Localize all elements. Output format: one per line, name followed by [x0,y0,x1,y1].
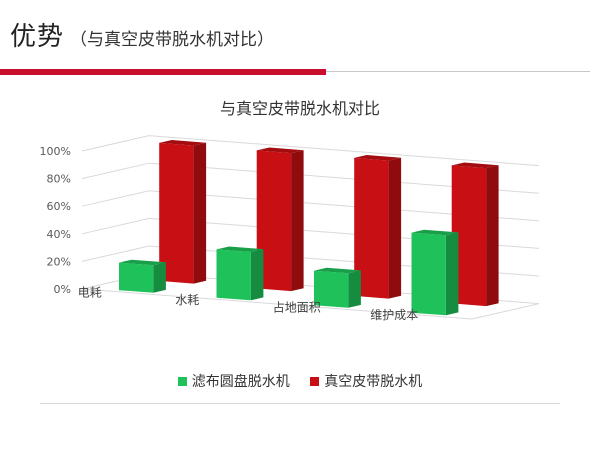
bar-top-face [314,267,361,274]
bar-vacuum-belt-2 [256,147,304,292]
bar-top-face [354,155,402,161]
chart-title: 与真空皮带脱水机对比 [219,99,380,118]
bar-top-face [216,246,264,252]
y-tick-label: 100% [40,145,71,158]
bar-top-face [451,162,499,169]
bar-front-face [354,157,389,299]
x-category-label: 占地面积 [273,299,321,314]
bar-front-face [119,262,154,293]
floor-right-edge [471,303,540,320]
legend-swatch-green [177,376,187,386]
y-tick-label: 80% [47,173,71,186]
bar-vacuum-belt-4 [451,162,499,307]
bar-side-face [348,270,361,308]
bar-top-face [119,259,166,266]
legend-swatch-red [310,376,320,386]
x-category-label: 水耗 [175,293,199,307]
footer-divider-line [40,403,560,404]
bar-front-face [314,270,349,308]
bar-disc-filter-4 [411,229,459,316]
gridline [81,162,540,194]
bar-front-face [256,150,292,292]
bar-top-face [256,147,304,154]
title-divider-line [326,71,590,72]
x-category-label: 维护成本 [370,308,418,322]
bar-side-face [486,165,499,307]
chart-legend: 滤布圆盘脱水机 真空皮带脱水机 [0,371,600,391]
gridline [81,135,540,167]
bar-side-face [193,142,207,284]
bar-side-face [291,150,304,292]
gridline [81,190,540,222]
bar-front-face [411,232,446,316]
bar-top-face [159,140,207,146]
bar-vacuum-belt-3 [354,155,402,299]
x-category-label: 电耗 [78,285,102,299]
bar-side-face [388,157,402,299]
bar-disc-filter-3 [314,267,361,308]
legend-label: 滤布圆盘脱水机 [191,374,290,390]
bar-side-face [250,249,264,301]
legend-item-vacuum-belt: 真空皮带脱水机 [310,371,422,391]
heading: 优势 （与真空皮带脱水机对比） [10,24,274,50]
legend-item-disc-filter: 滤布圆盘脱水机 [177,371,290,391]
bar-vacuum-belt-1 [159,140,207,284]
floor-front-edge [81,288,473,320]
bar-front-face [216,249,251,301]
legend-label: 真空皮带脱水机 [324,374,423,390]
bar-side-face [445,232,459,316]
y-tick-label: 0% [54,283,71,296]
page-title: 优势 [10,22,65,52]
gridline [81,217,540,249]
bar-disc-filter-1 [119,259,166,293]
bar-top-face [411,229,459,236]
gridline [81,245,540,277]
title-accent-bar [0,69,326,75]
bar-disc-filter-2 [216,246,264,301]
y-tick-label: 40% [47,228,71,241]
y-tick-label: 60% [47,200,71,213]
bar-side-face [153,262,166,293]
page-subtitle: （与真空皮带脱水机对比） [70,30,275,50]
y-tick-label: 20% [47,255,71,268]
bar-front-face [159,142,194,284]
bar-front-face [451,165,487,307]
